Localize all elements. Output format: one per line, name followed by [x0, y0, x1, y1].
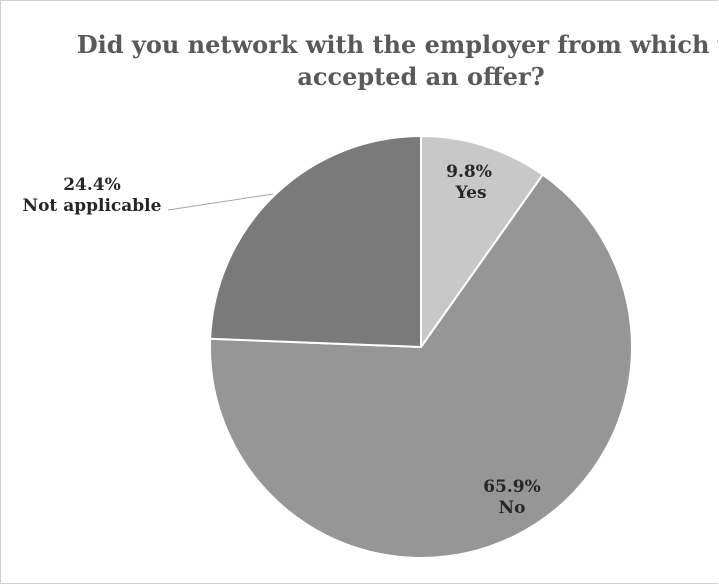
chart-title-line-2: accepted an offer?	[297, 62, 545, 91]
slice-not-applicable-percent: 24.4%	[63, 175, 121, 195]
pie-slice-yes	[420, 134, 545, 351]
leader-line-not-applicable	[167, 193, 274, 211]
slice-not-applicable-name: Not applicable	[23, 196, 162, 216]
chart-title-line-1: Did you network with the employer from w…	[76, 30, 718, 59]
pie-slices	[209, 134, 633, 559]
pie-slice-not-applicable	[209, 134, 422, 349]
slice-no-name: No	[499, 498, 526, 518]
chart-title: Did you network with the employer from w…	[1, 29, 718, 93]
slice-no-percent: 65.9%	[483, 477, 541, 497]
slice-yes-percent: 9.8%	[446, 162, 492, 182]
pie-slice-no	[209, 173, 633, 559]
slice-yes-name: Yes	[454, 183, 486, 203]
